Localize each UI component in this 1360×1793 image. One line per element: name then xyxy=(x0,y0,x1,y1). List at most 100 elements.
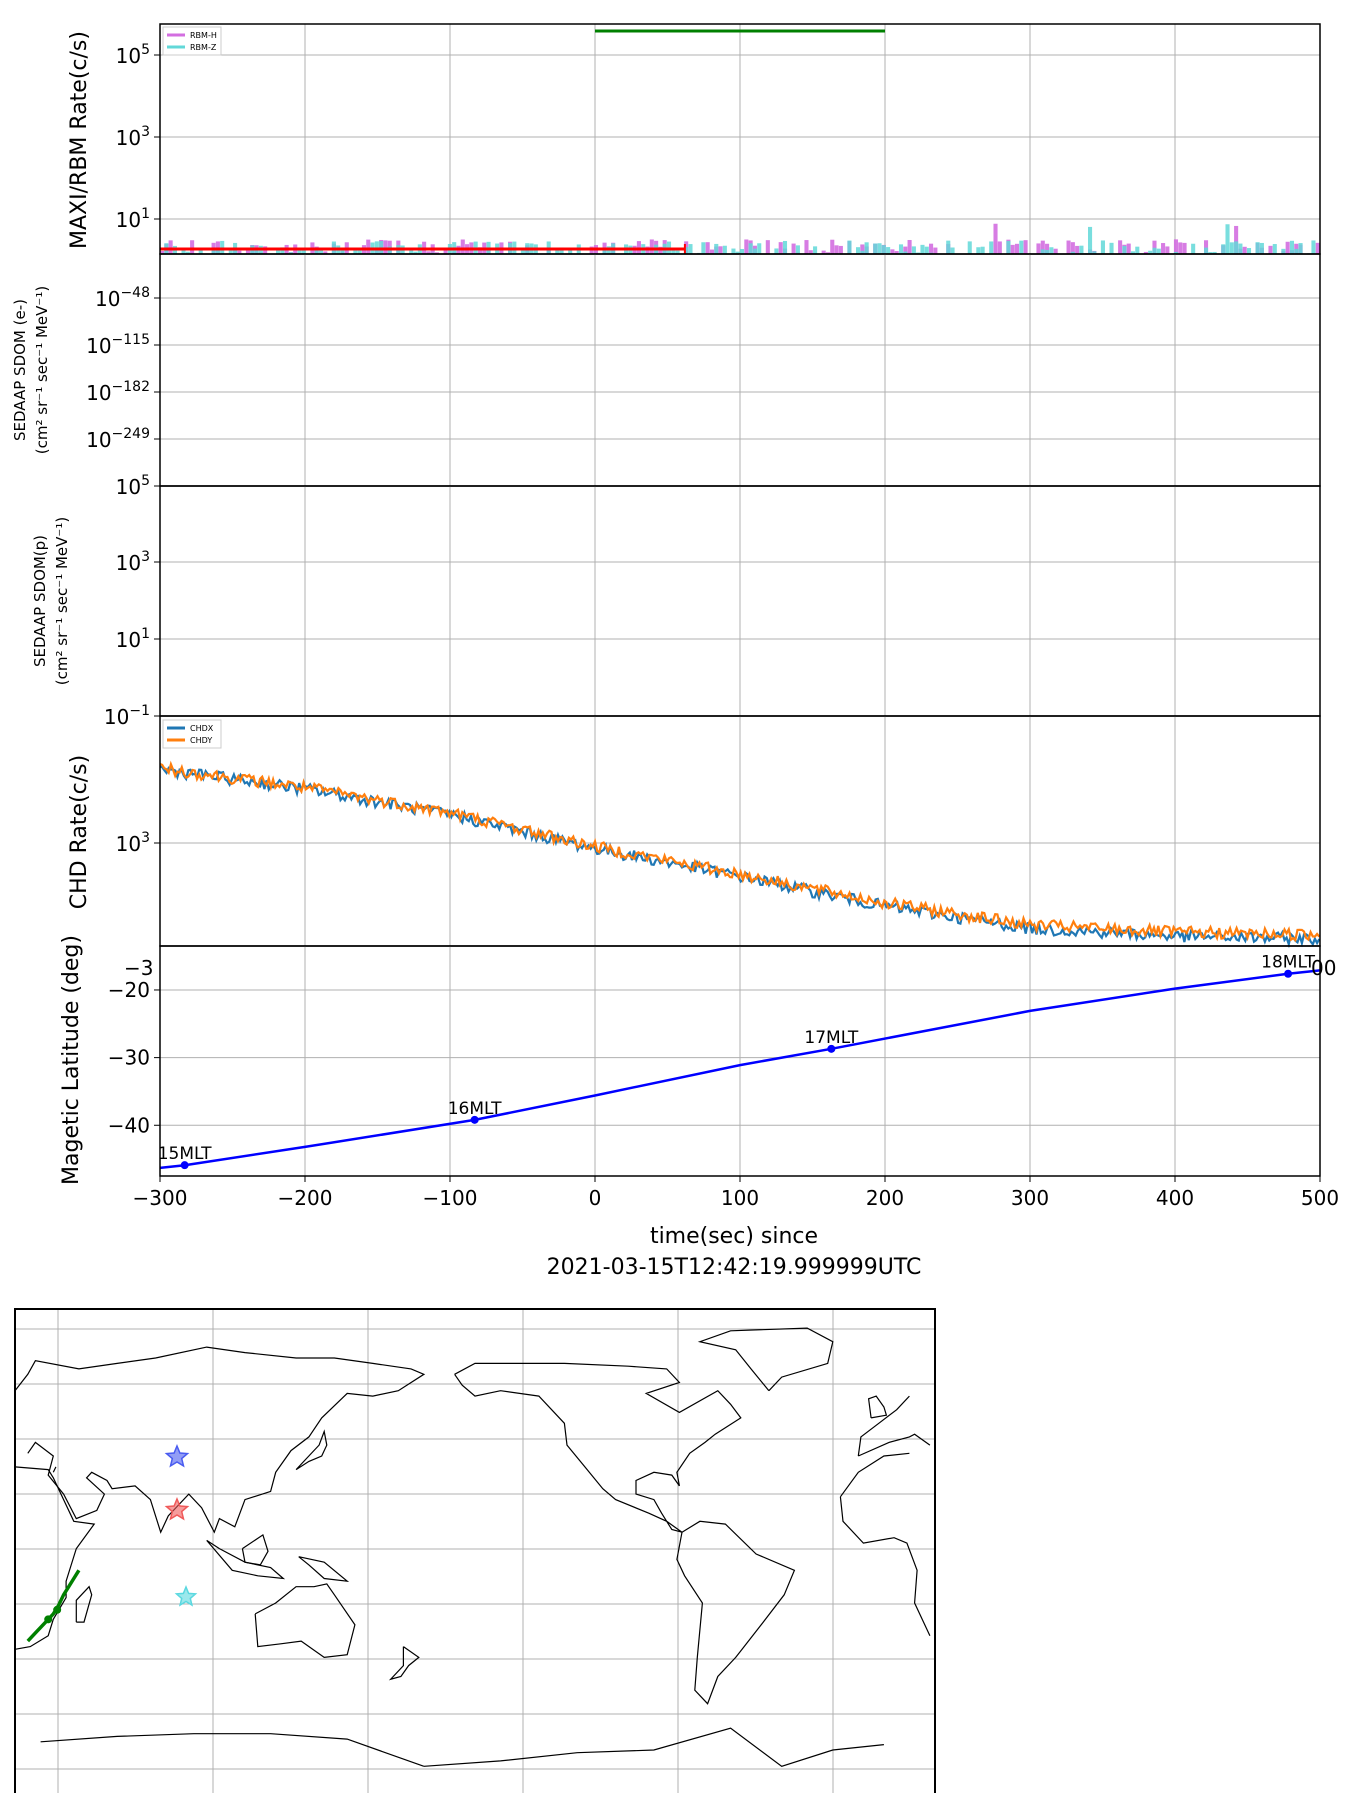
maglat-xtick-label: 400 xyxy=(1156,1186,1194,1210)
rbm-bar-RBM-H xyxy=(1234,225,1239,254)
rbm-bar-RBM-H xyxy=(1053,248,1058,254)
rbm-bar-RBM-Z xyxy=(989,241,994,254)
overlap-text-left: −3 xyxy=(124,956,153,980)
rbm-bar-RBM-H xyxy=(1152,240,1157,254)
rbm-bar-RBM-Z xyxy=(353,249,358,254)
rbm-bar-RBM-H xyxy=(1294,243,1299,254)
rbm-bar-RBM-Z xyxy=(864,242,869,254)
maglat-xtick-label: −100 xyxy=(423,1186,478,1210)
rbm-bar-RBM-Z xyxy=(1019,240,1024,254)
rbm-bar-RBM-Z xyxy=(1234,241,1239,254)
maglat-xtick-label: 500 xyxy=(1301,1186,1339,1210)
coast-madagascar xyxy=(75,1585,93,1623)
rbm-bar-RBM-Z xyxy=(1130,251,1136,254)
maglat-xlabel-1: time(sec) since xyxy=(650,1224,818,1249)
sedaap-e-ytick-label: 10−115 xyxy=(86,332,150,358)
rbm-bar-RBM-Z xyxy=(980,246,985,254)
rbm-bar-RBM-H xyxy=(383,240,388,254)
rbm-bar-RBM-Z xyxy=(675,250,680,254)
sedaap-e-ytick-label: 10−249 xyxy=(86,426,150,452)
rbm-bar-RBM-Z xyxy=(340,247,345,254)
rbm-bar-RBM-Z xyxy=(782,240,788,254)
sedaap-e-ytick-label: 10−182 xyxy=(86,379,150,405)
rbm-bar-RBM-H xyxy=(1118,240,1123,254)
maglat-xtick-label: −300 xyxy=(133,1186,188,1210)
rbm-bar-RBM-Z xyxy=(1088,226,1093,254)
sedaap-p-ytick-label: 103 xyxy=(116,549,150,575)
rbm-bar-RBM-Z xyxy=(215,249,220,254)
rbm-bar-RBM-Z xyxy=(795,245,800,254)
rbm-bar-RBM-Z xyxy=(379,240,384,254)
rbm-bar-RBM-H xyxy=(1182,242,1187,254)
rbm-bar-RBM-H xyxy=(245,248,251,254)
rbm-bar-RBM-Z xyxy=(1100,240,1105,254)
maglat-ylabel: Magetic Latitude (deg) xyxy=(59,935,84,1185)
rbm-bar-RBM-Z xyxy=(1225,224,1230,254)
rbm-bar-RBM-H xyxy=(477,247,483,254)
rbm-bar-RBM-H xyxy=(1126,243,1131,254)
rbm-bar-RBM-Z xyxy=(967,241,972,254)
rbm-bar-RBM-H xyxy=(460,239,465,254)
rbm-bar-RBM-H xyxy=(649,239,654,254)
maglat-xtick-label: 300 xyxy=(1011,1186,1049,1210)
rbm-bar-RBM-H xyxy=(890,249,895,254)
coast-australia xyxy=(254,1583,356,1659)
coast-antarctica xyxy=(423,1727,884,1767)
mlt-marker xyxy=(180,1161,189,1170)
rbm-bar-RBM-Z xyxy=(276,248,281,254)
rbm-bar-RBM-H xyxy=(366,239,371,254)
rbm-bar-RBM-H xyxy=(323,251,328,254)
rbm-bar-RBM-H xyxy=(834,245,839,254)
rbm-bar-RBM-Z xyxy=(198,249,203,254)
rbm-bar-RBM-Z xyxy=(881,245,886,254)
rbm-bar-RBM-H xyxy=(903,246,908,254)
rbm-bar-RBM-Z xyxy=(950,247,955,254)
rbm-bar-RBM-Z xyxy=(886,247,891,254)
rbm-bar-RBM-Z xyxy=(1298,243,1303,254)
rbm-bar-RBM-H xyxy=(718,246,723,254)
rbm-bar-RBM-Z xyxy=(735,251,740,254)
rbm-bar-RBM-Z xyxy=(185,251,190,254)
coast-uk xyxy=(867,1395,888,1419)
rbm-bar-RBM-Z xyxy=(911,246,916,254)
mlt-marker xyxy=(1284,969,1293,978)
rbm-bar-RBM-H xyxy=(838,245,843,254)
rbm-bar-RBM-H xyxy=(434,252,440,254)
rbm-bar-RBM-H xyxy=(1242,246,1247,254)
rbm-bar-RBM-H xyxy=(894,251,899,254)
rbm-bar-RBM-Z xyxy=(873,243,878,254)
rbm-bar-RBM-H xyxy=(1010,244,1015,254)
sedaap-e-ylabel-2: (cm² sr⁻¹ sec⁻¹ MeV⁻¹) xyxy=(33,286,51,454)
rbm-bar-RBM-Z xyxy=(1294,248,1299,254)
mlt-label: 16MLT xyxy=(448,1099,502,1119)
coast-greenland xyxy=(697,1327,834,1392)
rbm-bar-RBM-H xyxy=(1075,245,1080,254)
world-map xyxy=(14,1308,936,1793)
rbm-bar-RBM-Z xyxy=(1040,249,1045,254)
rbm-bar-RBM-H xyxy=(1161,243,1166,254)
coast-borneo xyxy=(241,1533,269,1566)
chd-line-CHDY xyxy=(159,760,1321,943)
rbm-bar-RBM-H xyxy=(1315,242,1320,254)
rbm-bar-RBM-H xyxy=(825,252,831,254)
coast-africa xyxy=(839,1496,931,1636)
rbm-bar-RBM-Z xyxy=(1092,251,1097,254)
coast-south-america xyxy=(676,1520,796,1705)
rbm-bar-RBM-Z xyxy=(181,249,186,254)
rbm-bar-RBM-Z xyxy=(1152,247,1157,254)
rbm-bar-RBM-H xyxy=(1066,240,1071,254)
rbm-bar-RBM-Z xyxy=(254,250,259,254)
rbm-bar-RBM-Z xyxy=(1208,252,1213,254)
rbm-bar-RBM-H xyxy=(190,240,195,254)
rbm-bar-RBM-Z xyxy=(748,243,753,254)
maglat-xtick-label: 0 xyxy=(589,1186,602,1210)
overlap-text-right: 00 xyxy=(1311,956,1336,980)
rbm-bar-RBM-Z xyxy=(555,247,560,254)
chd-legend-label: CHDX xyxy=(190,724,214,733)
rbm-bar-RBM-Z xyxy=(877,243,882,254)
sedaap-p-ylabel-2: (cm² sr⁻¹ sec⁻¹ MeV⁻¹) xyxy=(53,517,71,685)
rbm-bar-RBM-Z xyxy=(847,240,852,254)
rbm-bar-RBM-Z xyxy=(920,244,925,254)
maglat-xtick-label: −200 xyxy=(278,1186,333,1210)
